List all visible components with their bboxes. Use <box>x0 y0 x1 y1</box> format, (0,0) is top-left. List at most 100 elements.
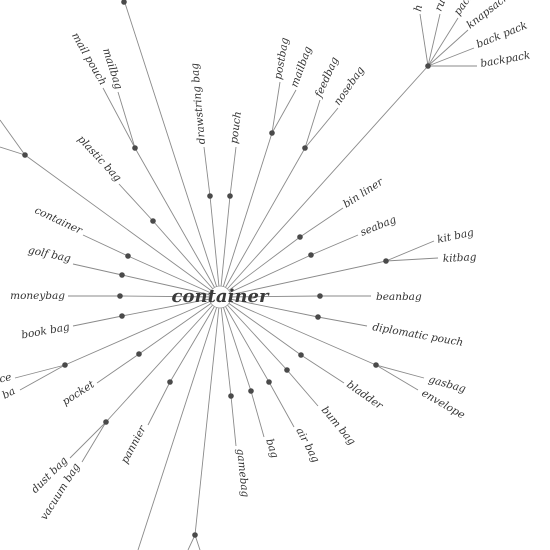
node-dot <box>62 362 68 368</box>
node-dot <box>150 218 156 224</box>
node-dot <box>248 388 254 394</box>
edge <box>169 296 221 383</box>
node-dot <box>103 419 109 425</box>
edge <box>105 296 221 423</box>
node-dot <box>125 253 131 259</box>
edge <box>209 195 221 298</box>
edge <box>127 255 221 298</box>
root-ring <box>208 285 232 309</box>
edge <box>147 381 171 426</box>
edge <box>375 364 419 391</box>
edge <box>219 260 387 298</box>
edge <box>219 65 429 298</box>
labels-right: beanbag diplomatic pouch bin liner seaba… <box>234 175 477 498</box>
node-label: back pack <box>475 20 529 51</box>
node-dot <box>298 352 304 358</box>
node-label: golf bag <box>27 244 72 265</box>
edge <box>137 296 221 550</box>
node-label: h <box>412 4 425 13</box>
node-dot <box>227 193 233 199</box>
edge <box>69 421 107 459</box>
node-label: kitbag <box>443 251 478 265</box>
edge <box>268 381 295 428</box>
tree-edges <box>0 0 477 550</box>
node-label: bin liner <box>341 175 386 210</box>
node-label: nosebag <box>332 64 367 107</box>
edge <box>300 354 345 384</box>
node-label: postbag <box>272 36 291 80</box>
node-dot <box>315 314 321 320</box>
node-dot <box>383 258 389 264</box>
node-label: bum bag <box>319 404 358 448</box>
node-label: air bag <box>293 426 321 465</box>
edge <box>138 296 221 355</box>
node-label: mailbag <box>289 45 315 89</box>
node-label: bladder <box>344 379 385 413</box>
edge <box>219 236 301 298</box>
edge <box>271 89 297 134</box>
node-dot <box>266 379 272 385</box>
node-dot <box>228 393 234 399</box>
edge <box>152 220 221 298</box>
edge <box>304 107 339 149</box>
edge <box>72 315 123 327</box>
edge <box>72 263 123 276</box>
node-label: pouch <box>228 111 244 145</box>
edge <box>427 17 459 67</box>
node-label: ice ba <box>0 385 17 411</box>
edge <box>219 296 302 356</box>
tree-nodes <box>22 0 431 538</box>
edge <box>19 364 66 391</box>
node-label: bag <box>263 437 281 460</box>
edge <box>385 240 435 262</box>
node-label: beanbag <box>376 291 422 303</box>
node-dot <box>132 145 138 151</box>
edge <box>250 390 265 438</box>
node-dot <box>117 293 123 299</box>
edge <box>271 81 281 134</box>
node-dot <box>284 367 290 373</box>
edge <box>194 296 221 536</box>
node-label: diplomatic pouch <box>371 321 464 349</box>
edge <box>317 316 368 327</box>
edge <box>219 296 377 366</box>
edge <box>64 296 221 366</box>
edge <box>427 47 475 67</box>
edge <box>123 0 221 298</box>
edge <box>14 364 66 379</box>
node-label: moneybag <box>10 290 65 302</box>
node-dot <box>308 252 314 258</box>
edge <box>230 395 237 447</box>
edge <box>219 296 232 397</box>
node-label: mailbag <box>100 47 125 92</box>
edge <box>0 146 26 156</box>
edge <box>229 146 237 197</box>
edge <box>219 132 273 298</box>
node-dot <box>207 193 213 199</box>
node-label: book bag <box>20 321 70 341</box>
edge <box>219 296 288 371</box>
node-label: gamebag <box>234 448 251 498</box>
node-label: ru <box>433 0 449 13</box>
root-node: container <box>172 285 270 309</box>
labels-top: postbag mailbag feedbag nosebag drawstri… <box>189 0 531 145</box>
edge <box>299 207 344 238</box>
node-dot <box>121 0 127 5</box>
edge <box>219 296 319 318</box>
node-dot <box>136 351 142 357</box>
node-label: backpack <box>479 49 531 70</box>
node-label: ice <box>0 371 13 386</box>
node-label: plastic bag <box>75 133 124 184</box>
node-dot <box>22 152 28 158</box>
edge <box>427 29 469 67</box>
node-dot <box>119 313 125 319</box>
edge <box>203 146 211 197</box>
edge <box>219 296 252 392</box>
edge <box>219 254 312 298</box>
node-dot <box>317 293 323 299</box>
node-label: pocket <box>60 378 97 408</box>
edge <box>102 87 136 149</box>
node-dot <box>119 272 125 278</box>
edge <box>427 13 441 67</box>
